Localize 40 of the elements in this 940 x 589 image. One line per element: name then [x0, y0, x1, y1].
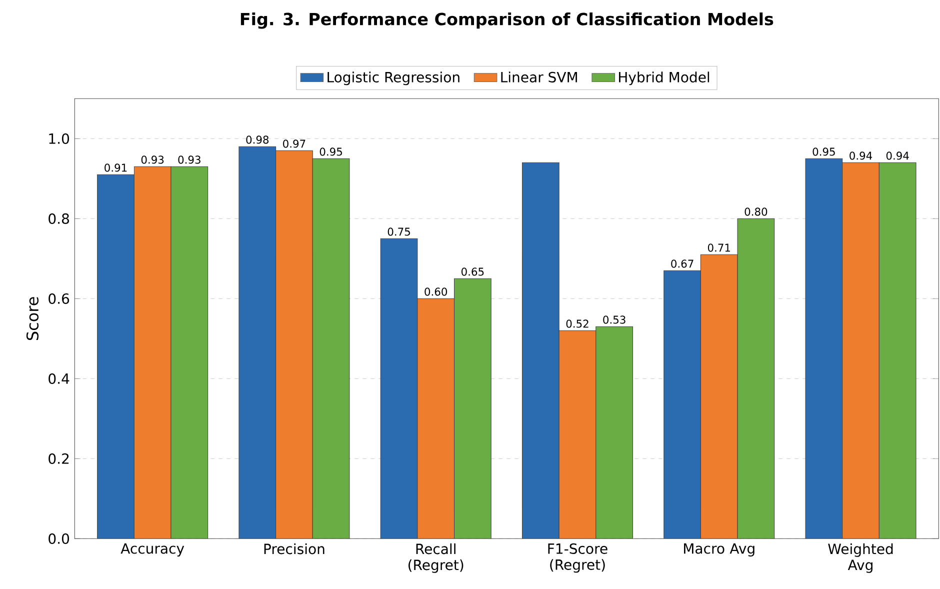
- bar: [134, 166, 172, 539]
- x-tick-label: Macro Avg: [684, 543, 754, 556]
- data-label: 0.52: [566, 319, 588, 328]
- data-label: 0.80: [744, 207, 768, 216]
- data-label: 0.94: [850, 151, 872, 160]
- legend-label: Logistic Regression: [328, 71, 460, 86]
- data-label: 0.95: [812, 147, 835, 156]
- bar: [842, 162, 880, 539]
- x-tick-label: Precision: [264, 543, 324, 554]
- y-tick-label: 1.0: [49, 133, 70, 144]
- data-label: 0.93: [178, 155, 200, 164]
- data-label: 0.95: [320, 147, 342, 156]
- y-tick-label: 0.8: [48, 213, 69, 224]
- data-label: 0.94: [886, 151, 909, 160]
- x-tick-label: F1-Score (Regret): [548, 543, 608, 573]
- chart-title: Fig. 3. Performance Comparison of Classification Models: [240, 12, 774, 29]
- data-label: 0.98: [246, 135, 269, 144]
- legend-label: Hybrid Model: [619, 71, 710, 86]
- x-tick-label: Recall (Regret): [408, 543, 464, 573]
- bar: [417, 298, 455, 539]
- data-label: 0.75: [388, 227, 410, 236]
- data-label: 0.60: [424, 287, 448, 296]
- data-label: 0.91: [104, 163, 127, 172]
- y-tick-label: 0.0: [48, 533, 70, 544]
- data-label: 0.93: [141, 155, 164, 164]
- x-tick-label: Accuracy: [120, 543, 184, 556]
- data-label: 0.71: [708, 243, 730, 252]
- data-label: 0.67: [671, 259, 694, 268]
- y-tick-label: 0.2: [48, 453, 69, 464]
- y-axis-title: Score: [26, 296, 39, 340]
- bar: [276, 150, 313, 539]
- data-label: 0.97: [283, 139, 306, 148]
- x-tick-label: Weighted Avg: [828, 543, 893, 573]
- y-tick-label: 0.4: [48, 373, 70, 384]
- data-label: 0.65: [462, 267, 484, 276]
- legend-label: Linear SVM: [501, 71, 577, 82]
- y-tick-label: 0.6: [48, 293, 70, 304]
- bar: [558, 330, 596, 539]
- bar: [700, 254, 738, 539]
- data-label: 0.53: [603, 315, 626, 324]
